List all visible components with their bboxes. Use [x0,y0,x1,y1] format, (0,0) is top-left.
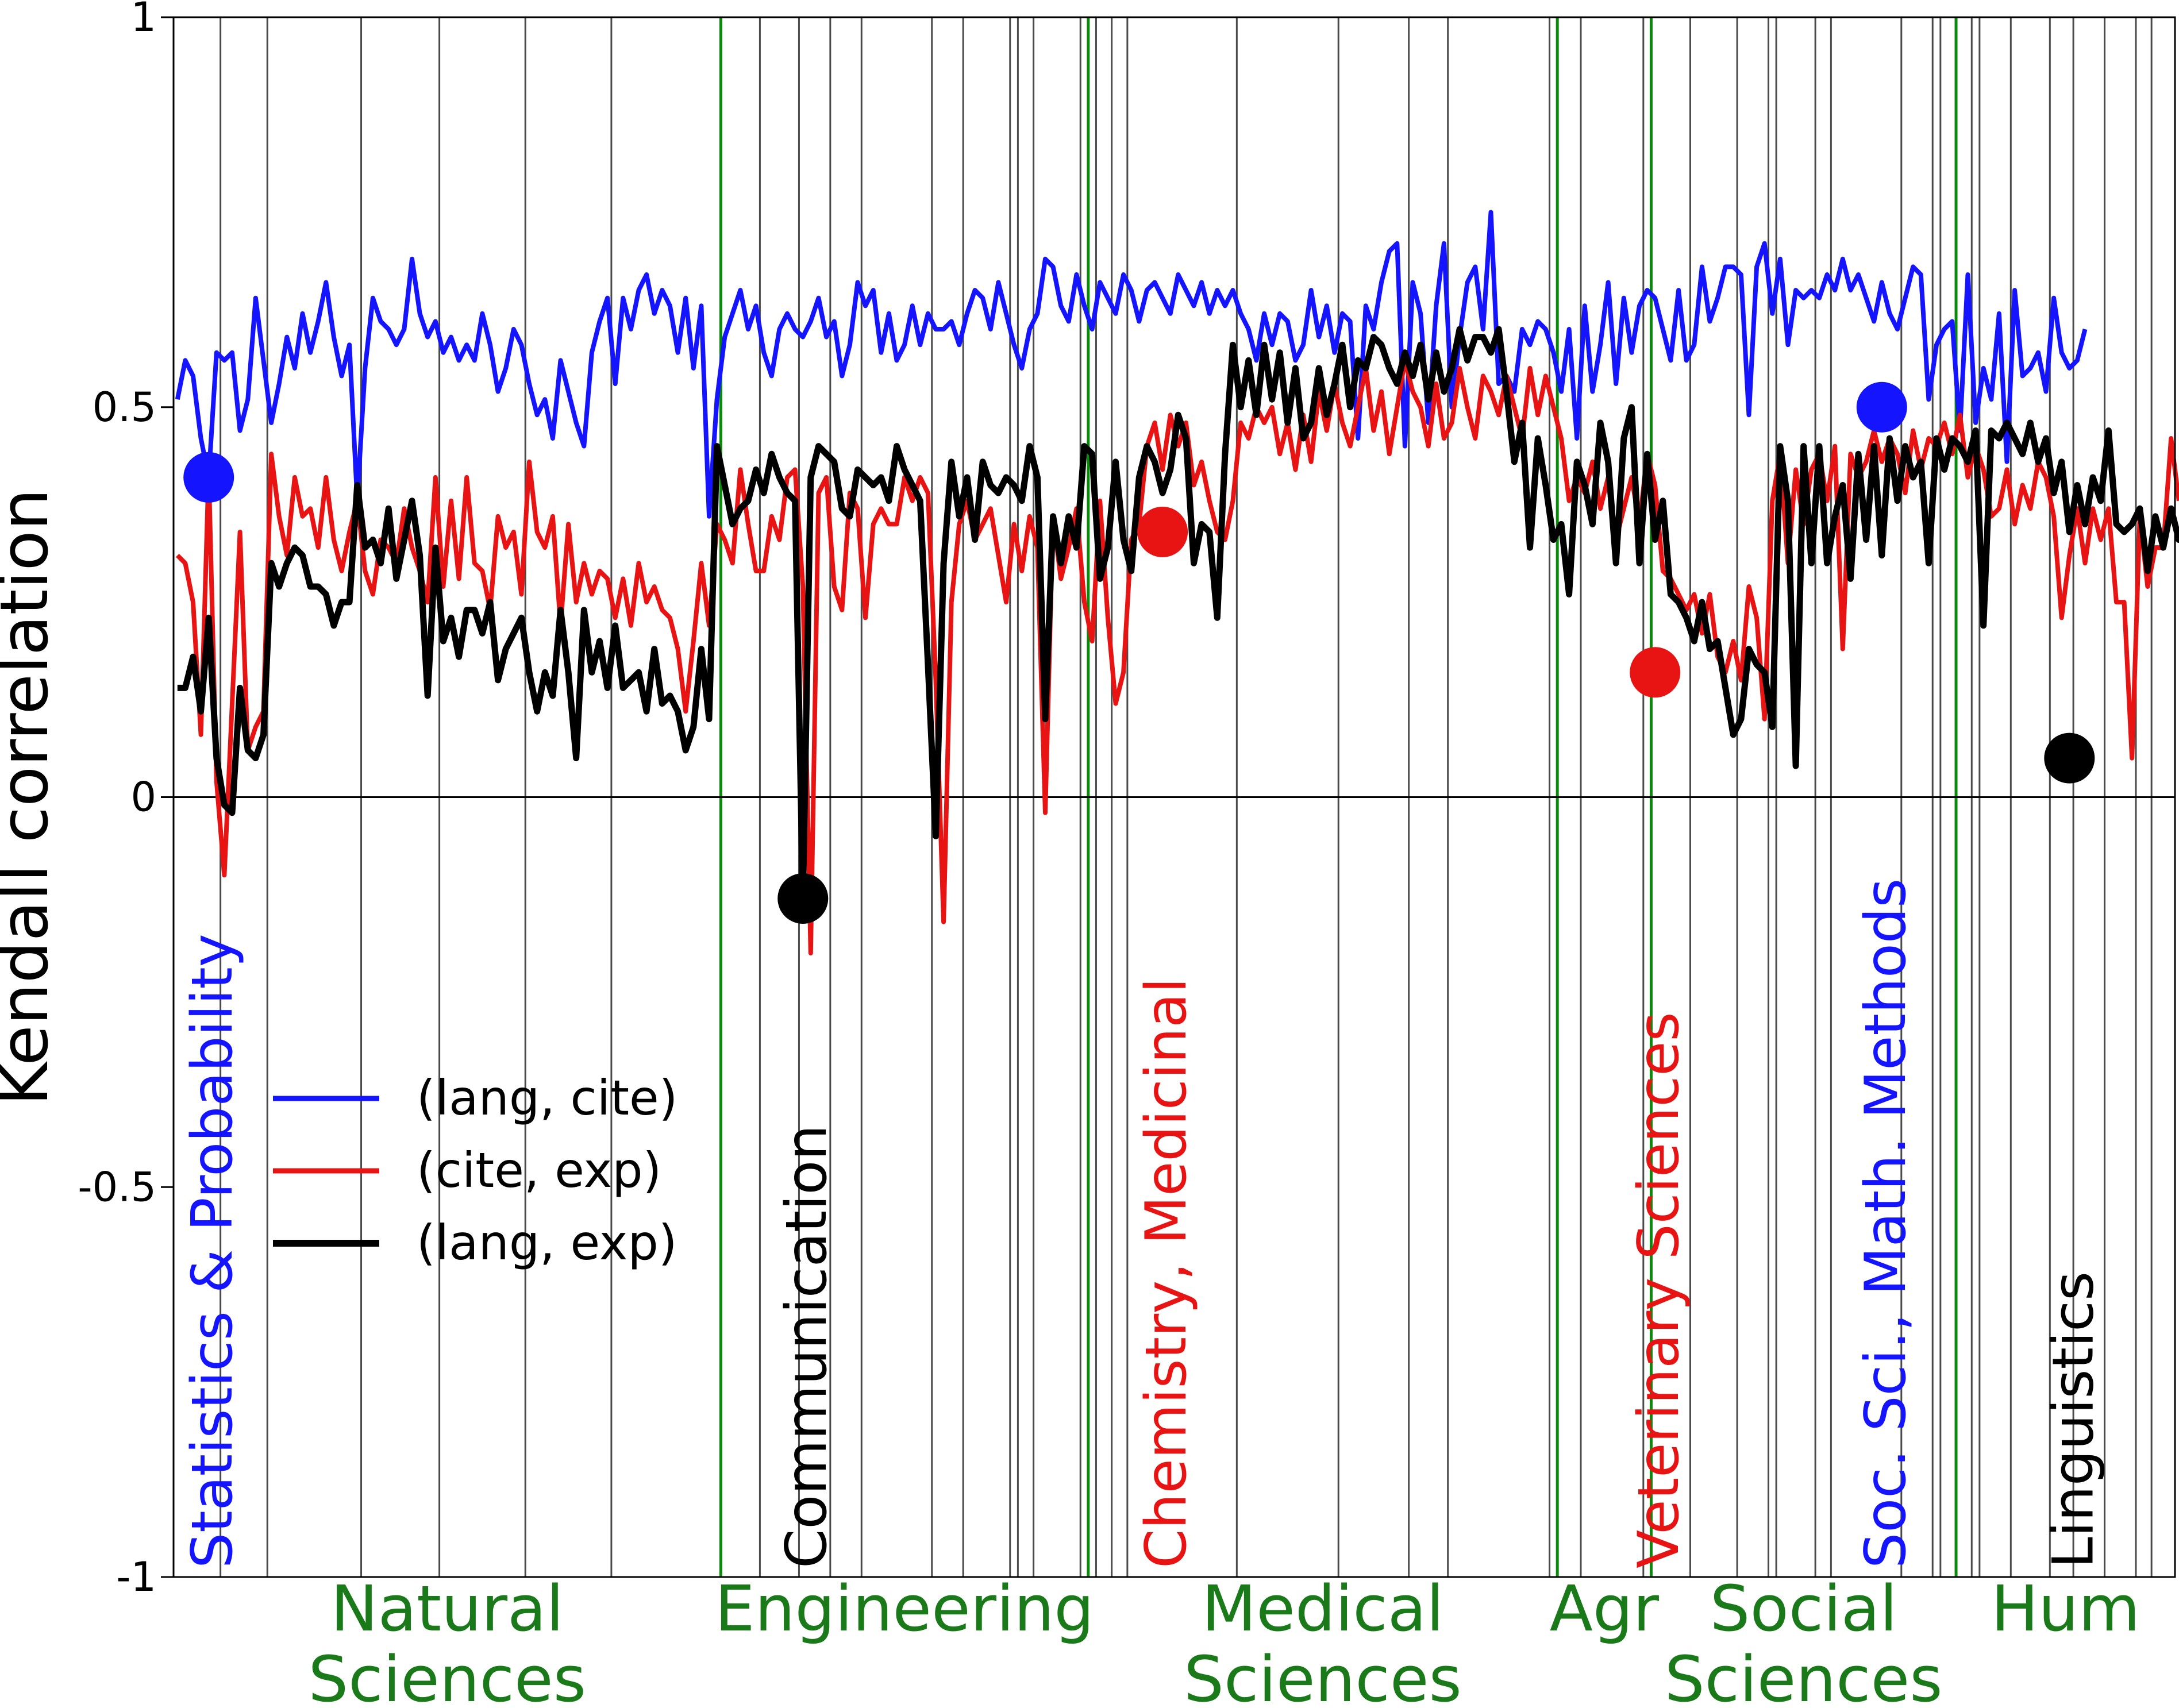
field-label: Agr [1550,1572,1660,1645]
field-label-line: Social [1710,1572,1897,1645]
series-lines [175,210,2179,955]
subfield-annotation: Communication [774,1125,840,1568]
subfield-annotations: Statistics & Probability Communication Che… [180,878,2106,1568]
highlight-marker [777,873,829,924]
subfield-annotation: Soc. Sci., Math. Methods [1853,878,1919,1568]
highlight-markers [183,381,2095,924]
field-label-line: Natural [330,1572,564,1645]
series-line-2 [175,358,2179,955]
subfield-annotation: Chemistry, Medicinal [1134,978,1199,1568]
subfield-annotation: Statistics & Probability [180,934,245,1568]
highlight-marker [183,452,234,503]
legend-label: (lang, cite) [417,1070,677,1126]
highlight-marker [2044,732,2095,784]
legend: (lang, cite) (cite, exp) (lang, exp) [273,1070,677,1271]
field-label: Engineering [715,1572,1094,1645]
field-label-line: Sciences [1665,1643,1943,1708]
y-tick-label: -1 [116,1553,156,1601]
highlight-marker [1630,647,1681,698]
field-label-line: Engineering [715,1572,1094,1645]
legend-label: (cite, exp) [417,1142,661,1198]
legend-label: (lang, exp) [417,1215,677,1271]
field-label: Hum [1991,1572,2140,1645]
y-tick-label: -0.5 [78,1163,156,1210]
y-axis-ticks: 1 0.5 0 -0.5 -1 [78,0,174,1601]
field-label-line: Sciences [1184,1643,1462,1708]
subfield-annotation: Veterinary Sciences [1626,1012,1692,1568]
field-label-line: Medical [1202,1572,1443,1645]
y-axis-label: Kendall correlation [0,488,63,1105]
series-line-3 [177,326,2179,902]
field-label-line: Agr [1550,1572,1660,1645]
field-label-line: Hum [1991,1572,2140,1645]
y-tick-label: 0.5 [93,384,156,431]
field-label-line: Sciences [308,1643,586,1708]
y-tick-label: 1 [130,0,156,41]
y-tick-label: 0 [130,774,156,821]
series-line-1 [175,210,2088,519]
highlight-marker [1137,506,1188,557]
highlight-marker [1856,381,1907,433]
subfield-annotation: Linguistics [2041,1271,2106,1568]
